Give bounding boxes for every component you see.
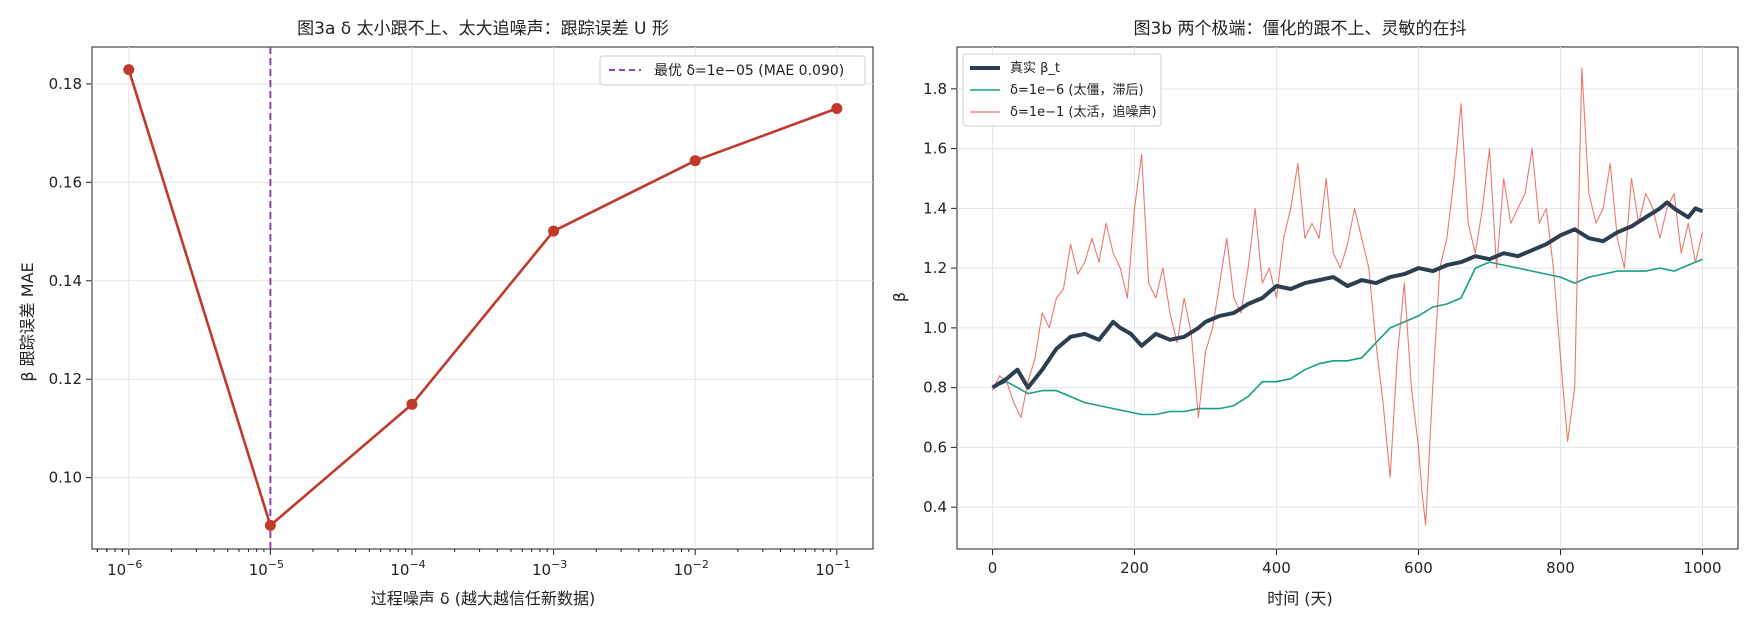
panel-b-beta-tracking: 图3b 两个极端：僵化的跟不上、灵敏的在抖 时间 (天) β 0 200 400 60… [890, 19, 1739, 608]
panel-a-y-tick-label: 0.16 [49, 173, 82, 191]
panel-b-y-tick-label: 1.6 [923, 140, 947, 158]
panel-a-legend: 最优 δ=1e−05 (MAE 0.090) [599, 55, 866, 86]
panel-a-mae-vs-delta: 图3a δ 太小跟不上、太大追噪声：跟踪误差 U 形 过程噪声 δ (越大越信任… [18, 19, 874, 608]
panel-b-y-tick-label: 0.8 [923, 379, 947, 397]
panel-b-x-tick-label: 600 [1404, 559, 1433, 577]
panel-a-x-tick-label: 10−6 [107, 558, 142, 579]
panel-b-legend: 真实 β_t δ=1e−6 (太僵，滞后) δ=1e−1 (太活，追噪声) [962, 53, 1162, 127]
panel-b-agile-filter-line [992, 67, 1704, 526]
panel-b-xlabel: 时间 (天) [1267, 589, 1333, 608]
panel-a-x-tick-label: 10−1 [815, 558, 850, 579]
panel-b-y-tick-label: 0.6 [923, 438, 947, 456]
panel-a-x-ticks: 10−6 10−5 10−4 10−3 10−2 10−1 [96, 549, 851, 579]
panel-a-mae-point [548, 225, 560, 237]
panel-a-mae-point [689, 155, 701, 167]
panel-a-mae-line [127, 69, 838, 528]
panel-a-x-tick-label: 10−3 [532, 558, 567, 579]
panel-a-mae-point [264, 519, 276, 531]
panel-b-x-tick-label: 400 [1262, 559, 1291, 577]
panel-a-marks [123, 47, 843, 549]
panel-a-y-tick-label: 0.14 [49, 272, 82, 290]
panel-a-x-tick-label: 10−2 [674, 558, 709, 579]
panel-b-ylabel: β [890, 292, 909, 302]
panel-a-mae-point [831, 103, 843, 115]
panel-a-grid [92, 47, 873, 549]
panel-b-y-ticks: 0.4 0.6 0.8 1.0 1.2 1.4 1.6 1.8 [923, 80, 957, 516]
panel-b-x-tick-label: 200 [1120, 559, 1149, 577]
panel-b-legend-label-true: 真实 β_t [1010, 61, 1060, 76]
panel-b-y-tick-label: 1.4 [923, 199, 947, 217]
panel-a-y-tick-label: 0.10 [49, 469, 82, 487]
panel-b-true-beta-line [991, 200, 1704, 390]
panel-b-stiff-filter-line [992, 258, 1703, 416]
panel-a-ylabel: β 跟踪误差 MAE [18, 262, 37, 381]
panel-b-y-tick-label: 1.0 [923, 319, 947, 337]
panel-a-title: 图3a δ 太小跟不上、太大追噪声：跟踪误差 U 形 [297, 19, 669, 39]
panel-b-x-tick-label: 0 [988, 559, 998, 577]
panel-b-legend-label-agile: δ=1e−1 (太活，追噪声) [1010, 104, 1157, 120]
panel-a-y-tick-label: 0.12 [49, 370, 82, 388]
panel-b-legend-box [962, 53, 1162, 127]
panel-b-y-tick-label: 1.2 [923, 259, 947, 277]
panel-a-mae-point [406, 398, 418, 410]
panel-a-y-tick-label: 0.18 [49, 75, 82, 93]
panel-a-legend-box [599, 55, 866, 86]
panel-a-mae-point [123, 64, 135, 76]
panel-a-x-tick-label: 10−4 [390, 558, 425, 579]
panel-a-y-ticks: 0.10 0.12 0.14 0.16 0.18 [49, 75, 92, 487]
panel-b-plot-area [956, 46, 1739, 550]
panel-b-x-tick-label: 1000 [1683, 559, 1721, 577]
panel-b-legend-label-stiff: δ=1e−6 (太僵，滞后) [1010, 83, 1144, 98]
panel-b-x-ticks: 0 200 400 600 800 1000 [988, 549, 1722, 577]
panel-a-legend-vline-label: 最优 δ=1e−05 (MAE 0.090) [654, 63, 844, 79]
panel-a-xlabel: 过程噪声 δ (越大越信任新数据) [371, 589, 595, 608]
panel-a-x-tick-label: 10−5 [249, 558, 284, 579]
panel-a-plot-area [91, 46, 874, 550]
panel-b-y-tick-label: 0.4 [923, 498, 947, 516]
panel-b-x-tick-label: 800 [1546, 559, 1575, 577]
panel-b-marks [991, 67, 1704, 526]
panel-b-title: 图3b 两个极端：僵化的跟不上、灵敏的在抖 [1133, 19, 1466, 39]
panel-b-y-tick-label: 1.8 [923, 80, 947, 98]
